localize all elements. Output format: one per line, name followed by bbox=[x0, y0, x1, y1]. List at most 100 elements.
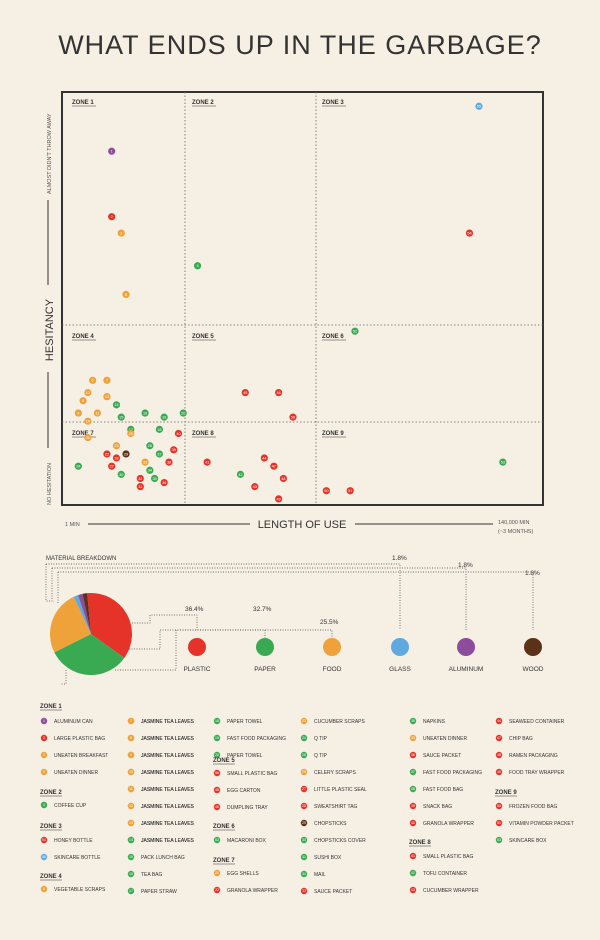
legend-item-label: EGG CARTON bbox=[227, 788, 261, 794]
material-percent: 1.8% bbox=[392, 555, 407, 562]
data-point: 3 bbox=[117, 229, 125, 237]
legend-item-id: 28 bbox=[302, 804, 306, 808]
zone-grid bbox=[62, 92, 543, 505]
legend-item-id: 27 bbox=[302, 787, 306, 791]
legend-item: 44 SEAWEED CONTAINER bbox=[495, 717, 565, 725]
legend-item-marker bbox=[495, 734, 503, 742]
data-point-marker bbox=[279, 474, 288, 483]
legend-zone-title: ZONE 9 bbox=[495, 790, 517, 796]
legend-item: 40 GRANOLA WRAPPER bbox=[409, 819, 474, 827]
data-point: 33 bbox=[141, 458, 149, 466]
legend-item-id: 39 bbox=[411, 804, 415, 808]
legend-item: 52 MACARONI BOX bbox=[213, 836, 267, 844]
data-point: 25 bbox=[127, 429, 135, 438]
data-point: 20 bbox=[179, 409, 187, 417]
legend-item-label: SAUCE PACKET bbox=[314, 889, 352, 895]
legend-item-id: 15 bbox=[129, 855, 133, 859]
legend-item: 45 EGG CARTON bbox=[213, 786, 261, 794]
data-point-label: 41 bbox=[205, 461, 209, 465]
data-point: 4 bbox=[193, 262, 202, 270]
legend-item: 18 PAPER TOWEL bbox=[213, 717, 263, 725]
legend-item: 2 LARGE PLASTIC BAG bbox=[40, 734, 105, 742]
legend-item-label: PAPER TOWEL bbox=[227, 719, 263, 725]
legend-item-label: JASMINE TEA LEAVES bbox=[141, 770, 195, 776]
legend-item-marker bbox=[40, 836, 48, 844]
data-point-label: 47 bbox=[272, 465, 276, 469]
data-point-marker bbox=[136, 483, 144, 491]
legend-item-id: 8 bbox=[130, 736, 132, 740]
x-max-label: 140,000 MIN bbox=[498, 520, 530, 526]
zone-label: ZONE 2 bbox=[192, 100, 214, 106]
data-point-marker bbox=[241, 388, 249, 397]
legend-item: 25 CELERY SCRAPS bbox=[300, 768, 356, 776]
legend-item-id: 43 bbox=[411, 888, 415, 892]
legend-item: 16 TEA BAG bbox=[127, 870, 163, 878]
data-point: 9 bbox=[74, 409, 82, 417]
legend-item-label: SNACK BAG bbox=[423, 804, 452, 810]
legend-item-label: SMALL PLASTIC BAG bbox=[423, 854, 473, 860]
legend-item-id: 48 bbox=[497, 753, 501, 757]
data-point: 48 bbox=[279, 474, 288, 483]
pie-slice-aluminum bbox=[78, 593, 91, 634]
data-point-marker bbox=[112, 454, 121, 462]
legend-item-label: PAPER STRAW bbox=[141, 889, 177, 895]
legend-item: 42 TOFU CONTAINER bbox=[409, 869, 467, 877]
material-swatch-food bbox=[323, 638, 341, 656]
legend-item-label: CUCUMBER WRAPPER bbox=[423, 888, 479, 894]
data-point-label: 4 bbox=[196, 264, 198, 268]
data-point-label: 51 bbox=[348, 489, 352, 493]
x-max-sublabel: (~3 MONTHS) bbox=[498, 529, 533, 535]
legend-item-id: 12 bbox=[129, 804, 133, 808]
data-point-label: 34 bbox=[148, 469, 152, 473]
data-point: 51 bbox=[346, 487, 354, 495]
legend-item-label: JASMINE TEA LEAVES bbox=[141, 838, 195, 844]
data-point-label: 49 bbox=[277, 497, 281, 501]
data-point-label: 32 bbox=[138, 477, 142, 481]
legend-item: 21 EGG SHELLS bbox=[213, 869, 259, 877]
legend-item-id: 3 bbox=[43, 753, 45, 757]
legend-item-marker bbox=[213, 769, 221, 777]
data-point: 39 bbox=[170, 446, 178, 454]
data-point: 34 bbox=[146, 466, 154, 474]
legend-item-id: 32 bbox=[302, 889, 306, 893]
data-point-marker bbox=[141, 409, 149, 417]
legend-item-label: JASMINE TEA LEAVES bbox=[141, 753, 195, 759]
legend-item-label: NAPKINS bbox=[423, 719, 446, 725]
data-point-label: 10 bbox=[86, 420, 90, 424]
data-point-marker bbox=[79, 397, 87, 405]
data-point-label: 40 bbox=[176, 432, 180, 436]
data-point: 37 bbox=[155, 450, 163, 458]
data-point: 24 bbox=[74, 462, 82, 470]
legend-item: 29 CHOPSTICKS bbox=[300, 819, 347, 827]
data-point-label: 21 bbox=[86, 436, 90, 440]
legend-item: 56 SMALL PLASTIC BAG bbox=[213, 769, 277, 777]
legend-item-label: FAST FOOD PACKAGING bbox=[423, 770, 482, 776]
legend-item-marker bbox=[495, 802, 503, 810]
legend-item-marker bbox=[300, 768, 308, 776]
pie-slice-paper bbox=[54, 634, 125, 675]
data-point: 26 bbox=[146, 442, 154, 450]
data-point: 53 bbox=[499, 458, 507, 466]
zone-label: ZONE 8 bbox=[192, 431, 214, 437]
data-point-label: 52 bbox=[353, 330, 357, 334]
data-point-label: 13 bbox=[105, 395, 109, 399]
data-point-label: 26 bbox=[148, 444, 152, 448]
legend-zone-title: ZONE 4 bbox=[40, 874, 62, 880]
data-point-label: 11 bbox=[95, 411, 99, 415]
data-point-label: 54 bbox=[467, 231, 471, 235]
legend-item-id: 36 bbox=[411, 753, 415, 757]
data-point: 31 bbox=[136, 483, 144, 491]
data-point: 15 bbox=[117, 413, 125, 421]
legend-item-id: 54 bbox=[42, 838, 46, 842]
legend-item-marker bbox=[213, 836, 221, 844]
legend-item-label: VITAMIN POWDER PACKET bbox=[509, 821, 574, 827]
legend-item: 12 JASMINE TEA LEAVES bbox=[127, 802, 195, 810]
legend-item-label: UNEATEN BREAKFAST bbox=[54, 753, 108, 759]
legend-item-marker bbox=[300, 819, 308, 827]
material-label: PAPER bbox=[254, 666, 276, 673]
y-bottom-label: NO HESITATION bbox=[47, 463, 53, 505]
legend-item: 11 JASMINE TEA LEAVES bbox=[127, 785, 195, 793]
legend-item-id: 34 bbox=[302, 872, 306, 876]
legend-item: 53 SKINCARE BOX bbox=[495, 836, 547, 844]
legend-item: 17 PAPER STRAW bbox=[127, 887, 177, 895]
